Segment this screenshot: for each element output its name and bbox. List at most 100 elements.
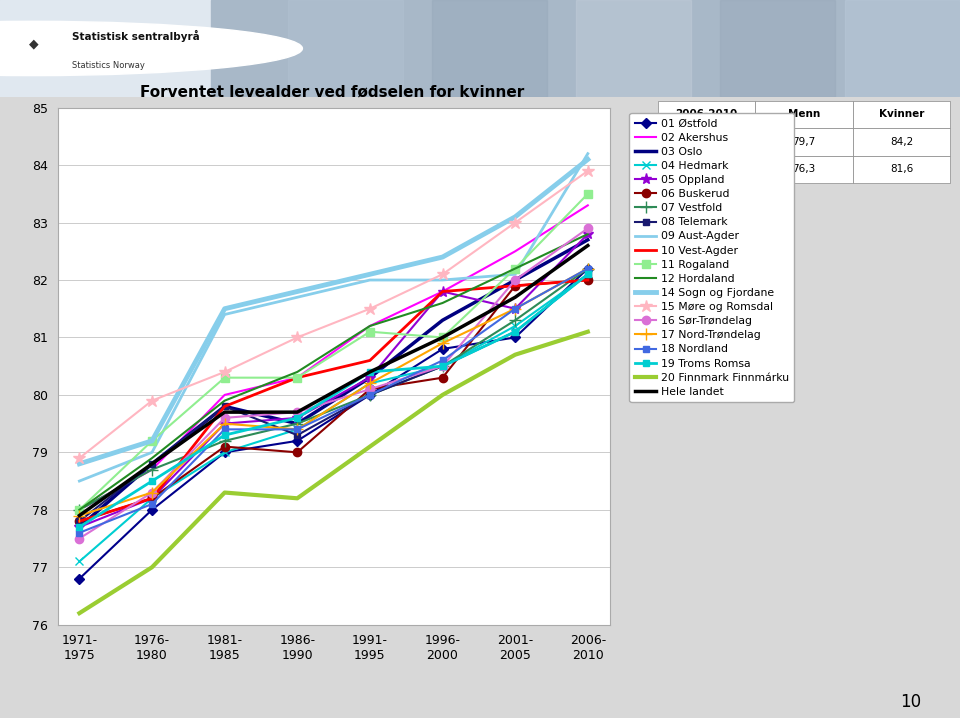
06 Buskerud (364, 385, 375, 393)
Line: 17 Nord-Trøndelag: 17 Nord-Trøndelag (74, 263, 593, 521)
Bar (211, 0, 960, 97)
16 Sør-Trøndelag (510, 276, 521, 284)
15 Møre og Romsdal (582, 167, 593, 175)
10 Vest-Agder (146, 494, 157, 503)
10 Vest-Agder (292, 373, 303, 382)
17 Nord-Trøndelag (364, 379, 375, 388)
10 Vest-Agder (74, 517, 85, 526)
03 Oslo (437, 316, 448, 325)
Hele landet (364, 368, 375, 376)
01 Østfold (219, 448, 230, 457)
18 Nordland (364, 391, 375, 399)
19 Troms Romsa (146, 477, 157, 485)
06 Buskerud (74, 517, 85, 526)
Line: 09 Aust-Agder: 09 Aust-Agder (80, 154, 588, 481)
08 Telemark (292, 431, 303, 439)
18 Nordland (292, 425, 303, 434)
10 Vest-Agder (510, 281, 521, 290)
16 Sør-Trøndelag (292, 408, 303, 416)
14 Sogn og Fjordane (146, 437, 157, 445)
09 Aust-Agder (510, 270, 521, 279)
07 Vestfold (292, 419, 303, 428)
12 Hordaland (582, 230, 593, 238)
20 Finnmark Finnmárku (74, 609, 85, 617)
12 Hordaland (292, 368, 303, 376)
14 Sogn og Fjordane (510, 213, 521, 221)
17 Nord-Trøndelag (219, 419, 230, 428)
17 Nord-Trøndelag (582, 264, 593, 273)
20 Finnmark Finnmárku (219, 488, 230, 497)
Line: 19 Troms Romsa: 19 Troms Romsa (77, 271, 590, 530)
19 Troms Romsa (74, 523, 85, 531)
Bar (432, 0, 547, 97)
17 Nord-Trøndelag (146, 488, 157, 497)
07 Vestfold (364, 391, 375, 399)
Hele landet (582, 241, 593, 250)
07 Vestfold (582, 264, 593, 273)
05 Oppland (582, 230, 593, 238)
08 Telemark (437, 362, 448, 370)
07 Vestfold (146, 465, 157, 474)
Line: 07 Vestfold: 07 Vestfold (74, 263, 593, 516)
Text: 10: 10 (900, 693, 922, 711)
05 Oppland (437, 287, 448, 296)
15 Møre og Romsdal (292, 333, 303, 342)
02 Akershus (510, 247, 521, 256)
15 Møre og Romsdal (219, 368, 230, 376)
17 Nord-Trøndelag (74, 511, 85, 520)
09 Aust-Agder (292, 293, 303, 302)
06 Buskerud (292, 448, 303, 457)
05 Oppland (146, 494, 157, 503)
01 Østfold (74, 574, 85, 583)
16 Sør-Trøndelag (437, 362, 448, 370)
04 Hedmark (437, 362, 448, 370)
04 Hedmark (219, 448, 230, 457)
Line: 20 Finnmark Finnmárku: 20 Finnmark Finnmárku (80, 332, 588, 613)
04 Hedmark (146, 494, 157, 503)
08 Telemark (74, 517, 85, 526)
Line: 12 Hordaland: 12 Hordaland (80, 234, 588, 510)
17 Nord-Trøndelag (292, 425, 303, 434)
05 Oppland (510, 304, 521, 313)
08 Telemark (510, 327, 521, 336)
18 Nordland (146, 500, 157, 508)
14 Sogn og Fjordane (364, 270, 375, 279)
11 Rogaland (582, 190, 593, 198)
Line: 01 Østfold: 01 Østfold (76, 265, 591, 582)
20 Finnmark Finnmárku (146, 563, 157, 572)
01 Østfold (292, 437, 303, 445)
07 Vestfold (219, 437, 230, 445)
06 Buskerud (510, 281, 521, 290)
Line: 10 Vest-Agder: 10 Vest-Agder (80, 280, 588, 521)
02 Akershus (582, 201, 593, 210)
Hele landet (146, 460, 157, 468)
11 Rogaland (292, 373, 303, 382)
Hele landet (219, 408, 230, 416)
03 Oslo (364, 373, 375, 382)
01 Østfold (364, 391, 375, 399)
Circle shape (0, 22, 302, 75)
15 Møre og Romsdal (146, 396, 157, 405)
15 Møre og Romsdal (510, 218, 521, 227)
05 Oppland (292, 414, 303, 422)
01 Østfold (437, 345, 448, 353)
11 Rogaland (146, 437, 157, 445)
Line: 15 Møre og Romsdal: 15 Møre og Romsdal (73, 164, 594, 465)
16 Sør-Trøndelag (364, 385, 375, 393)
14 Sogn og Fjordane (219, 304, 230, 313)
11 Rogaland (74, 505, 85, 514)
15 Møre og Romsdal (437, 270, 448, 279)
04 Hedmark (510, 322, 521, 330)
Bar (288, 0, 403, 97)
08 Telemark (146, 460, 157, 468)
03 Oslo (292, 419, 303, 428)
18 Nordland (219, 425, 230, 434)
12 Hordaland (146, 454, 157, 462)
20 Finnmark Finnmárku (364, 442, 375, 451)
09 Aust-Agder (219, 310, 230, 319)
11 Rogaland (437, 333, 448, 342)
Line: 02 Akershus: 02 Akershus (80, 205, 588, 510)
08 Telemark (364, 391, 375, 399)
15 Møre og Romsdal (74, 454, 85, 462)
17 Nord-Trøndelag (510, 304, 521, 313)
